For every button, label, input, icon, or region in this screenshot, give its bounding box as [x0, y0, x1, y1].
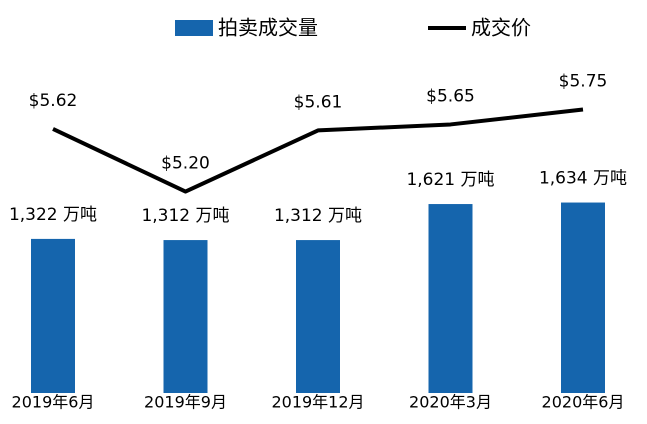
bar-value-label: 1,634 万吨 — [539, 169, 627, 189]
bar — [428, 204, 473, 393]
bar-value-label: 1,322 万吨 — [9, 205, 97, 225]
bar-value-label: 1,621 万吨 — [406, 170, 494, 190]
legend-label: 成交价 — [471, 16, 531, 40]
x-tick-label: 2020年3月 — [409, 393, 492, 412]
x-tick-label: 2019年9月 — [144, 393, 227, 412]
x-tick-label: 2019年6月 — [12, 393, 95, 412]
line-value-label: $5.75 — [559, 72, 608, 92]
x-tick-label: 2020年6月 — [542, 393, 625, 412]
bar — [561, 202, 605, 393]
line-value-label: $5.65 — [426, 86, 475, 106]
line-value-label: $5.62 — [29, 91, 78, 111]
legend-label: 拍卖成交量 — [218, 16, 318, 40]
bar — [296, 240, 340, 393]
bar — [31, 238, 75, 393]
line-value-label: $5.61 — [294, 92, 343, 112]
legend-swatch — [175, 20, 213, 36]
bar — [163, 240, 208, 393]
price-line — [52, 107, 584, 194]
x-tick-label: 2019年12月 — [271, 393, 364, 412]
line-value-label: $5.20 — [161, 154, 210, 174]
bar-value-label: 1,312 万吨 — [141, 206, 229, 226]
bar-value-label: 1,312 万吨 — [274, 206, 362, 226]
